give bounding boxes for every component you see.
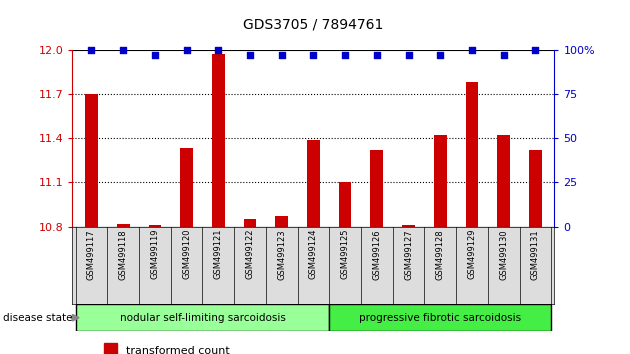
Text: GSM499131: GSM499131 <box>531 229 540 280</box>
Bar <box>104 343 117 354</box>
Text: GSM499123: GSM499123 <box>277 229 286 280</box>
Point <box>340 52 350 58</box>
Bar <box>212 54 225 227</box>
Text: GSM499130: GSM499130 <box>499 229 508 280</box>
Text: GDS3705 / 7894761: GDS3705 / 7894761 <box>243 18 384 32</box>
Point <box>372 52 382 58</box>
Text: nodular self-limiting sarcoidosis: nodular self-limiting sarcoidosis <box>120 313 285 323</box>
Bar <box>307 139 320 227</box>
Text: disease state: disease state <box>3 313 72 323</box>
Bar <box>466 82 478 227</box>
Text: GSM499125: GSM499125 <box>341 229 350 279</box>
Text: GSM499118: GSM499118 <box>118 229 128 280</box>
Bar <box>370 150 383 227</box>
Point <box>435 52 445 58</box>
Point <box>214 47 224 52</box>
Text: GSM499120: GSM499120 <box>182 229 191 279</box>
Text: GSM499129: GSM499129 <box>467 229 476 279</box>
Point <box>498 52 508 58</box>
Text: GSM499127: GSM499127 <box>404 229 413 280</box>
Bar <box>180 148 193 227</box>
Point <box>467 47 477 52</box>
Point <box>308 52 318 58</box>
Point <box>86 47 96 52</box>
Text: GSM499117: GSM499117 <box>87 229 96 280</box>
Text: GSM499128: GSM499128 <box>436 229 445 280</box>
Text: GSM499126: GSM499126 <box>372 229 381 280</box>
Point <box>118 47 129 52</box>
Bar <box>275 216 288 227</box>
Text: GSM499119: GSM499119 <box>151 229 159 279</box>
Point <box>181 47 192 52</box>
Bar <box>117 224 130 227</box>
Point <box>245 52 255 58</box>
Bar <box>76 304 329 331</box>
Point <box>150 52 160 58</box>
Text: progressive fibrotic sarcoidosis: progressive fibrotic sarcoidosis <box>359 313 521 323</box>
Point <box>403 52 413 58</box>
Point <box>530 47 541 52</box>
Bar <box>244 219 256 227</box>
Point <box>277 52 287 58</box>
Bar <box>149 225 161 227</box>
Text: GSM499124: GSM499124 <box>309 229 318 279</box>
Bar <box>402 225 415 227</box>
Bar <box>434 135 447 227</box>
Bar <box>339 182 352 227</box>
Text: GSM499121: GSM499121 <box>214 229 223 279</box>
Bar <box>85 94 98 227</box>
Bar <box>329 304 551 331</box>
Bar <box>529 150 542 227</box>
Text: transformed count: transformed count <box>127 346 230 354</box>
Bar <box>497 135 510 227</box>
Text: GSM499122: GSM499122 <box>246 229 255 279</box>
